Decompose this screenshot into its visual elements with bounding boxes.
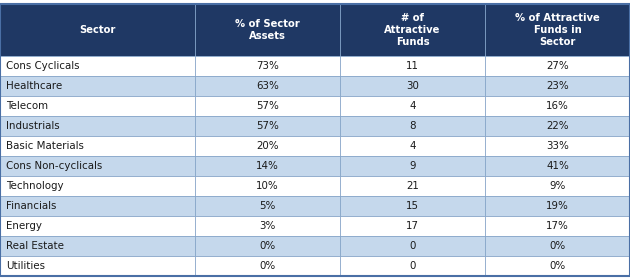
Text: Financials: Financials (6, 201, 56, 211)
Text: 21: 21 (406, 181, 419, 191)
Bar (485, 176, 630, 196)
Text: Healthcare: Healthcare (6, 81, 62, 91)
Text: 17%: 17% (546, 221, 569, 231)
Bar (340, 4, 485, 56)
Text: 63%: 63% (256, 81, 279, 91)
Bar (340, 216, 485, 236)
Bar (195, 56, 340, 76)
Text: 9%: 9% (549, 181, 566, 191)
Bar (340, 76, 485, 96)
Bar (0, 236, 195, 256)
Text: 15: 15 (406, 201, 419, 211)
Text: Real Estate: Real Estate (6, 241, 64, 251)
Bar (485, 236, 630, 256)
Text: 0%: 0% (549, 261, 566, 271)
Bar (340, 156, 485, 176)
Bar (340, 236, 485, 256)
Bar (0, 156, 195, 176)
Bar (195, 96, 340, 116)
Text: 57%: 57% (256, 121, 279, 131)
Bar (485, 156, 630, 176)
Bar (0, 176, 195, 196)
Text: 0%: 0% (549, 241, 566, 251)
Text: 19%: 19% (546, 201, 569, 211)
Bar (340, 256, 485, 276)
Bar (340, 96, 485, 116)
Text: 0: 0 (410, 261, 416, 271)
Text: 4: 4 (410, 141, 416, 151)
Text: 10%: 10% (256, 181, 279, 191)
Text: % of Sector
Assets: % of Sector Assets (235, 19, 300, 41)
Bar (195, 76, 340, 96)
Text: 0%: 0% (260, 261, 276, 271)
Bar (195, 236, 340, 256)
Bar (195, 116, 340, 136)
Text: Basic Materials: Basic Materials (6, 141, 84, 151)
Bar (485, 196, 630, 216)
Bar (0, 256, 195, 276)
Bar (340, 56, 485, 76)
Bar (340, 136, 485, 156)
Bar (195, 176, 340, 196)
Bar (485, 256, 630, 276)
Bar (195, 156, 340, 176)
Text: Telecom: Telecom (6, 101, 48, 111)
Text: Cons Non-cyclicals: Cons Non-cyclicals (6, 161, 102, 171)
Text: 33%: 33% (546, 141, 569, 151)
Bar (0, 96, 195, 116)
Bar (0, 76, 195, 96)
Text: Energy: Energy (6, 221, 42, 231)
Text: 0: 0 (410, 241, 416, 251)
Text: 14%: 14% (256, 161, 279, 171)
Text: % of Attractive
Funds in
Sector: % of Attractive Funds in Sector (515, 13, 600, 47)
Text: Cons Cyclicals: Cons Cyclicals (6, 61, 79, 71)
Text: 9: 9 (410, 161, 416, 171)
Text: Sector: Sector (79, 25, 116, 35)
Text: 0%: 0% (260, 241, 276, 251)
Text: 3%: 3% (260, 221, 276, 231)
Bar (485, 4, 630, 56)
Text: 4: 4 (410, 101, 416, 111)
Text: 57%: 57% (256, 101, 279, 111)
Bar (0, 136, 195, 156)
Text: 5%: 5% (260, 201, 276, 211)
Text: 30: 30 (406, 81, 419, 91)
Bar (0, 116, 195, 136)
Bar (485, 76, 630, 96)
Text: 17: 17 (406, 221, 419, 231)
Bar (0, 56, 195, 76)
Bar (195, 196, 340, 216)
Text: Industrials: Industrials (6, 121, 60, 131)
Bar (485, 136, 630, 156)
Text: 23%: 23% (546, 81, 569, 91)
Text: 41%: 41% (546, 161, 569, 171)
Bar (485, 56, 630, 76)
Text: 11: 11 (406, 61, 419, 71)
Text: 20%: 20% (256, 141, 279, 151)
Bar (485, 216, 630, 236)
Bar (195, 4, 340, 56)
Text: 8: 8 (410, 121, 416, 131)
Text: 22%: 22% (546, 121, 569, 131)
Bar (340, 176, 485, 196)
Bar (195, 256, 340, 276)
Bar (0, 196, 195, 216)
Text: 73%: 73% (256, 61, 279, 71)
Bar (485, 96, 630, 116)
Bar (0, 216, 195, 236)
Bar (340, 196, 485, 216)
Text: 27%: 27% (546, 61, 569, 71)
Bar (195, 216, 340, 236)
Bar (0, 4, 195, 56)
Text: Utilities: Utilities (6, 261, 45, 271)
Text: # of
Attractive
Funds: # of Attractive Funds (384, 13, 441, 47)
Bar (195, 136, 340, 156)
Bar (340, 116, 485, 136)
Text: 16%: 16% (546, 101, 569, 111)
Text: Technology: Technology (6, 181, 64, 191)
Bar (485, 116, 630, 136)
